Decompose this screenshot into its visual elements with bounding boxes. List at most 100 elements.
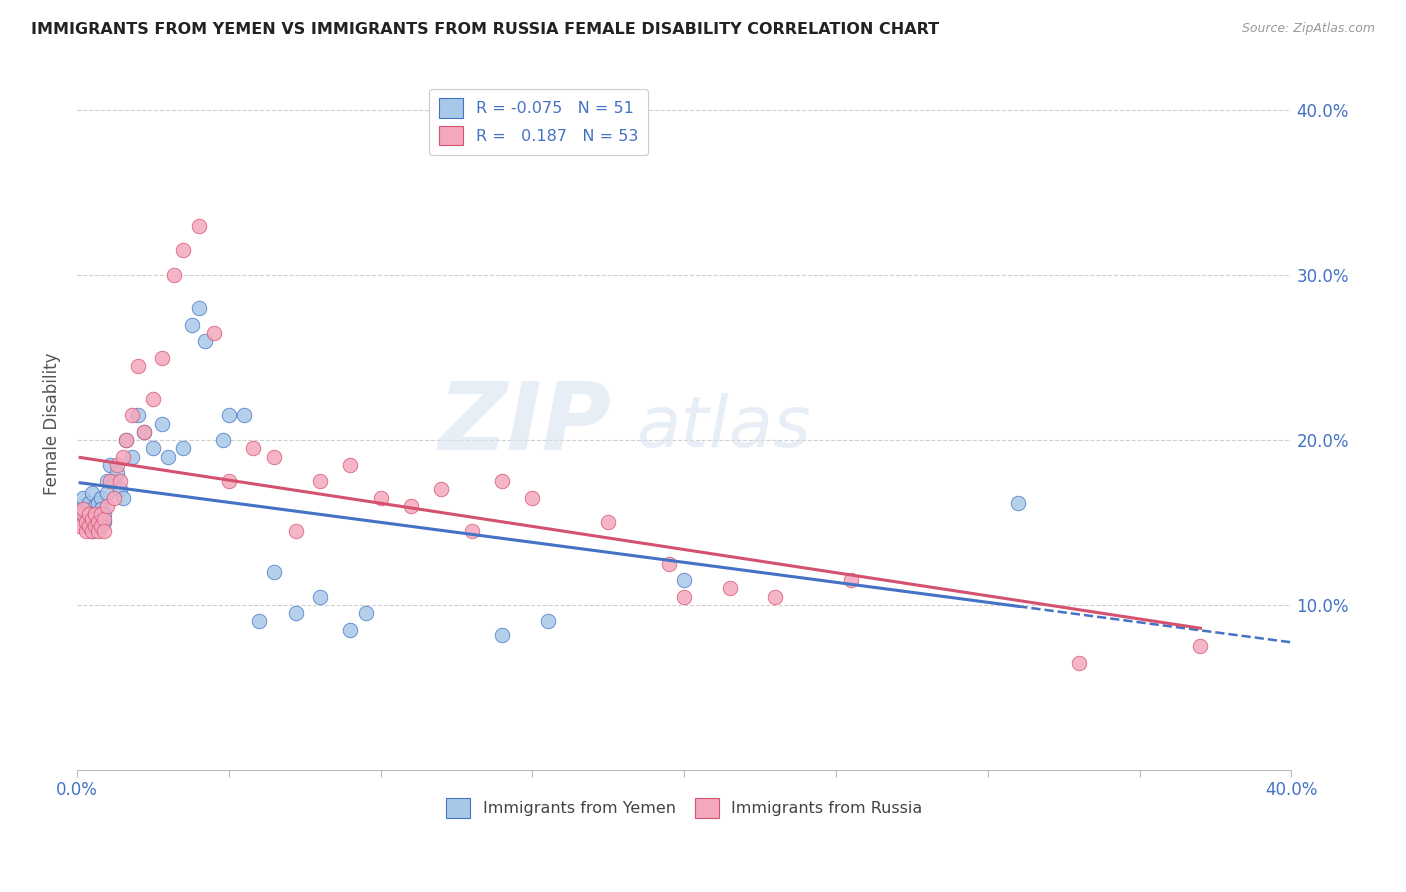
Point xyxy=(96,499,118,513)
Point xyxy=(105,458,128,472)
Point xyxy=(69,518,91,533)
Point xyxy=(339,623,361,637)
Point xyxy=(1189,639,1212,653)
Point xyxy=(1067,656,1090,670)
Point xyxy=(100,458,122,472)
Point xyxy=(77,518,100,533)
Point xyxy=(354,606,377,620)
Point xyxy=(121,450,143,464)
Point xyxy=(157,450,180,464)
Point xyxy=(108,483,131,497)
Point xyxy=(127,359,149,373)
Point xyxy=(84,507,107,521)
Point xyxy=(763,590,786,604)
Point xyxy=(105,466,128,480)
Point xyxy=(127,409,149,423)
Point xyxy=(96,474,118,488)
Y-axis label: Female Disability: Female Disability xyxy=(44,352,60,495)
Point xyxy=(100,474,122,488)
Point xyxy=(673,590,696,604)
Point xyxy=(132,425,155,439)
Point xyxy=(163,268,186,283)
Point xyxy=(430,483,453,497)
Point xyxy=(114,433,136,447)
Point xyxy=(77,496,100,510)
Point xyxy=(87,507,110,521)
Point xyxy=(242,442,264,456)
Point xyxy=(598,516,620,530)
Point xyxy=(84,518,107,533)
Point xyxy=(187,301,209,315)
Point xyxy=(839,573,862,587)
Point xyxy=(121,409,143,423)
Point xyxy=(172,442,194,456)
Text: ZIP: ZIP xyxy=(439,377,612,469)
Point xyxy=(82,524,104,538)
Point xyxy=(399,499,422,513)
Text: Source: ZipAtlas.com: Source: ZipAtlas.com xyxy=(1241,22,1375,36)
Point xyxy=(150,351,173,365)
Point xyxy=(72,499,94,513)
Point xyxy=(218,474,240,488)
Point xyxy=(72,502,94,516)
Point xyxy=(96,485,118,500)
Point xyxy=(537,615,560,629)
Point xyxy=(75,524,97,538)
Point xyxy=(263,450,285,464)
Point xyxy=(93,507,115,521)
Point xyxy=(111,450,134,464)
Point xyxy=(522,491,544,505)
Point xyxy=(172,244,194,258)
Point xyxy=(491,627,513,641)
Point xyxy=(75,502,97,516)
Point xyxy=(370,491,392,505)
Point xyxy=(87,524,110,538)
Point xyxy=(187,219,209,233)
Point xyxy=(142,442,165,456)
Point xyxy=(194,334,217,348)
Point xyxy=(87,496,110,510)
Point xyxy=(72,491,94,505)
Point xyxy=(108,474,131,488)
Point xyxy=(82,524,104,538)
Point xyxy=(77,507,100,521)
Point xyxy=(84,499,107,513)
Point xyxy=(75,516,97,530)
Point xyxy=(658,557,681,571)
Point xyxy=(90,518,112,533)
Point xyxy=(114,433,136,447)
Point xyxy=(111,491,134,505)
Point xyxy=(673,573,696,587)
Point xyxy=(77,507,100,521)
Point xyxy=(132,425,155,439)
Point xyxy=(284,606,307,620)
Point xyxy=(202,326,225,340)
Point xyxy=(211,433,233,447)
Point xyxy=(75,518,97,533)
Legend: Immigrants from Yemen, Immigrants from Russia: Immigrants from Yemen, Immigrants from R… xyxy=(440,792,929,824)
Point xyxy=(84,507,107,521)
Point xyxy=(309,590,332,604)
Point xyxy=(87,516,110,530)
Point xyxy=(263,565,285,579)
Point xyxy=(90,507,112,521)
Point xyxy=(75,512,97,526)
Point xyxy=(1007,496,1029,510)
Point xyxy=(72,507,94,521)
Point xyxy=(150,417,173,431)
Point xyxy=(93,516,115,530)
Point xyxy=(69,507,91,521)
Point xyxy=(82,516,104,530)
Point xyxy=(461,524,484,538)
Text: IMMIGRANTS FROM YEMEN VS IMMIGRANTS FROM RUSSIA FEMALE DISABILITY CORRELATION CH: IMMIGRANTS FROM YEMEN VS IMMIGRANTS FROM… xyxy=(31,22,939,37)
Text: atlas: atlas xyxy=(636,392,810,461)
Point xyxy=(491,474,513,488)
Point xyxy=(90,502,112,516)
Point xyxy=(93,512,115,526)
Point xyxy=(339,458,361,472)
Point xyxy=(90,491,112,505)
Point xyxy=(284,524,307,538)
Point xyxy=(103,491,125,505)
Point xyxy=(218,409,240,423)
Point xyxy=(82,512,104,526)
